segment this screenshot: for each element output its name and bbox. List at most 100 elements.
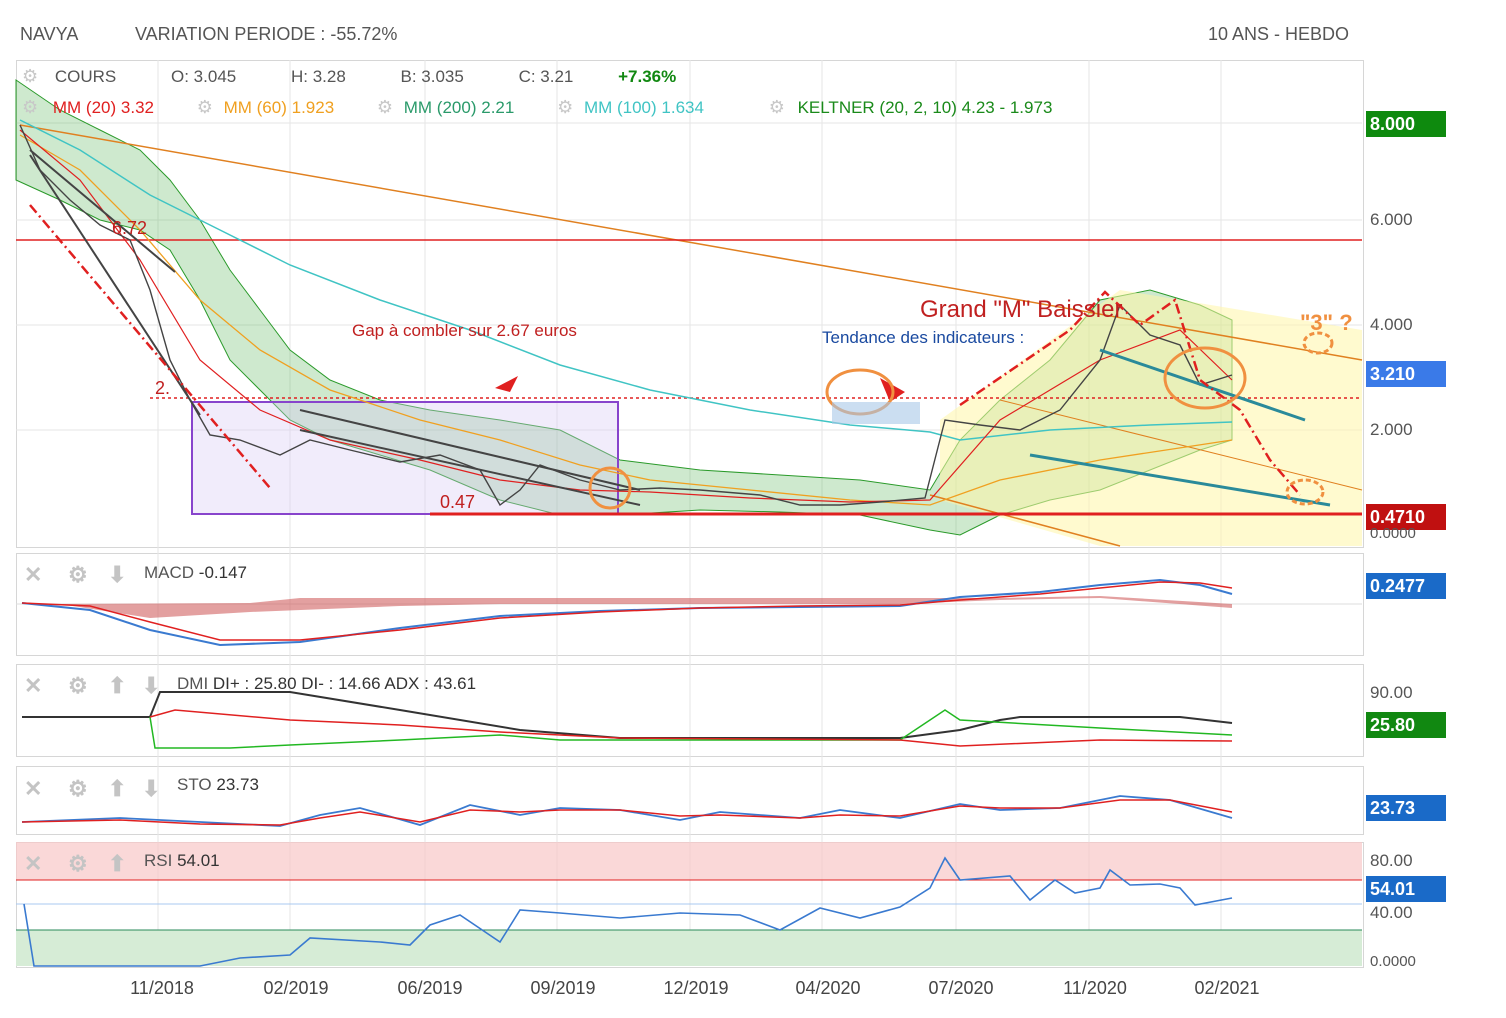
mm20-label: MM (20) bbox=[52, 98, 117, 117]
tick-0: 0.0000 bbox=[1370, 525, 1416, 542]
x-tick-label: 02/2021 bbox=[1194, 978, 1260, 998]
sto-k bbox=[21, 795, 1233, 827]
ticker-label: NAVYA bbox=[20, 24, 79, 44]
keltner-label: KELTNER (20, 2, 10) bbox=[797, 98, 957, 117]
close-value: C: 3.21 bbox=[518, 67, 574, 86]
level-047-label: 0.47 bbox=[440, 492, 476, 512]
mm20-line bbox=[19, 129, 1233, 503]
mm200-label: MM (200) bbox=[403, 98, 477, 117]
legend-row-1: ⚙ COURS O: 3.045 H: 3.28 B: 3.035 C: 3.2… bbox=[22, 66, 676, 87]
x-tick-label: 12/2019 bbox=[663, 978, 729, 998]
rsi-label: RSI bbox=[144, 851, 173, 870]
keltner-value: 4.23 - 1.973 bbox=[961, 98, 1053, 117]
price-badge-current: 3.210 bbox=[1366, 361, 1446, 387]
rsi-line bbox=[23, 856, 1233, 967]
period-label: 10 ANS - HEBDO bbox=[1208, 24, 1350, 44]
level-2-label: 2. bbox=[155, 378, 171, 398]
arrow-down-icon[interactable]: ⬇ bbox=[142, 673, 161, 698]
rsi-value: 54.01 bbox=[177, 851, 220, 870]
macd-value: -0.147 bbox=[198, 563, 247, 582]
dmi-badge: 25.80 bbox=[1366, 712, 1446, 738]
variation-label: VARIATION PERIODE : -55.72% bbox=[135, 24, 398, 44]
orange-circle-3 bbox=[1163, 346, 1247, 410]
three-annotation: "3" ? bbox=[1300, 310, 1353, 335]
x-tick-label: 04/2020 bbox=[795, 978, 861, 998]
x-tick-label: 02/2019 bbox=[263, 978, 329, 998]
grand-m-path bbox=[959, 290, 1301, 496]
mm60-line bbox=[19, 134, 1233, 506]
price-line bbox=[19, 124, 1233, 507]
dmi-minus bbox=[149, 709, 1233, 747]
rsi-axis-0: 0.0000 bbox=[1370, 953, 1416, 970]
gear-icon[interactable]: ⚙ bbox=[768, 97, 785, 117]
gear-icon[interactable]: ⚙ bbox=[68, 776, 88, 801]
x-tick-label: 11/2020 bbox=[1063, 978, 1127, 998]
tendance-annotation: Tendance des indicateurs : bbox=[822, 328, 1025, 347]
rsi-axis-40: 40.00 bbox=[1370, 903, 1413, 922]
rsi-badge: 54.01 bbox=[1366, 876, 1446, 902]
close-icon[interactable]: ✕ bbox=[24, 776, 43, 801]
consolidation-box bbox=[191, 401, 619, 515]
cours-label: COURS bbox=[54, 67, 117, 86]
dmi-label: DMI bbox=[177, 674, 209, 693]
grand-m-annotation: Grand "M" Baissier bbox=[920, 296, 1123, 323]
bearish-channel bbox=[940, 290, 1362, 546]
x-tick-label: 11/2018 bbox=[130, 978, 194, 998]
gear-icon[interactable]: ⚙ bbox=[22, 66, 39, 86]
mm60-value: 1.923 bbox=[291, 98, 335, 117]
low-value: B: 3.035 bbox=[400, 67, 464, 86]
arrow-down-icon[interactable]: ⬇ bbox=[142, 776, 161, 801]
arrow-up-icon[interactable]: ⬆ bbox=[108, 673, 127, 698]
gear-icon[interactable]: ⚙ bbox=[376, 97, 394, 117]
mm20-value: 3.32 bbox=[120, 98, 154, 117]
rsi-axis-80: 80.00 bbox=[1370, 851, 1413, 870]
tick-2: 2.000 bbox=[1370, 420, 1413, 439]
x-tick-label: 06/2019 bbox=[397, 978, 463, 998]
sto-legend: STO 23.73 bbox=[177, 775, 259, 795]
dmi-plus bbox=[149, 709, 1233, 749]
sto-badge: 23.73 bbox=[1366, 795, 1446, 821]
rsi-legend: RSI 54.01 bbox=[144, 851, 220, 871]
level-672-label: 6.72 bbox=[112, 218, 148, 238]
close-icon[interactable]: ✕ bbox=[24, 673, 43, 698]
gear-icon[interactable]: ⚙ bbox=[557, 97, 574, 117]
close-icon[interactable]: ✕ bbox=[24, 562, 43, 587]
gear-icon[interactable]: ⚙ bbox=[22, 97, 39, 117]
close-icon[interactable]: ✕ bbox=[24, 851, 43, 876]
sto-d bbox=[21, 799, 1233, 826]
high-value: H: 3.28 bbox=[290, 67, 346, 86]
dmi-values: DI+ : 25.80 DI- : 14.66 ADX : 43.61 bbox=[212, 674, 477, 693]
mm200-value: 2.21 bbox=[481, 98, 515, 117]
price-badge-support: 0.4710 bbox=[1366, 504, 1446, 530]
macd-badge: 0.2477 bbox=[1366, 573, 1446, 599]
sto-value: 23.73 bbox=[216, 775, 259, 794]
change-value: +7.36% bbox=[618, 67, 677, 86]
gear-icon[interactable]: ⚙ bbox=[68, 673, 88, 698]
arrow-up-icon[interactable]: ⬆ bbox=[108, 776, 127, 801]
gear-icon[interactable]: ⚙ bbox=[196, 97, 213, 117]
orange-circle-1 bbox=[588, 466, 632, 510]
gear-icon[interactable]: ⚙ bbox=[68, 562, 88, 587]
mm60-label: MM (60) bbox=[223, 98, 287, 117]
tick-4: 4.000 bbox=[1370, 315, 1413, 334]
tick-6: 6.000 bbox=[1370, 210, 1413, 229]
mm100-label: MM (100) bbox=[583, 98, 657, 117]
x-tick-label: 07/2020 bbox=[928, 978, 994, 998]
macd-signal bbox=[21, 581, 1233, 641]
mm200-line bbox=[19, 119, 1233, 441]
legend-row-2: ⚙ MM (20) 3.32 ⚙ MM (60) 1.923 ⚙ MM (200… bbox=[22, 97, 1052, 118]
sto-label: STO bbox=[177, 775, 212, 794]
arrow-up-icon[interactable]: ⬆ bbox=[108, 851, 127, 876]
macd-legend: MACD -0.147 bbox=[144, 563, 247, 583]
dmi-adx bbox=[22, 691, 1233, 739]
price-badge-top: 8.000 bbox=[1366, 111, 1446, 137]
arrow-down-icon[interactable]: ⬇ bbox=[108, 562, 127, 587]
x-tick-label: 09/2019 bbox=[530, 978, 596, 998]
gap-annotation: Gap à combler sur 2.67 euros bbox=[352, 321, 577, 340]
mm100-value: 1.634 bbox=[661, 98, 704, 117]
long-trendline bbox=[19, 124, 1363, 361]
gear-icon[interactable]: ⚙ bbox=[68, 851, 88, 876]
macd-label: MACD bbox=[144, 563, 195, 582]
dmi-legend: DMI DI+ : 25.80 DI- : 14.66 ADX : 43.61 bbox=[177, 674, 476, 694]
